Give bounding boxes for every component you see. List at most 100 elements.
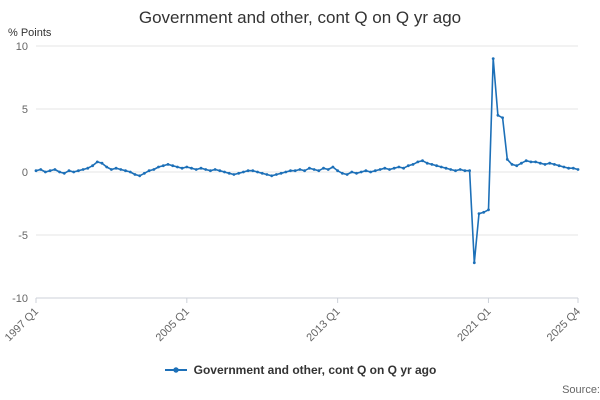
data-point-marker	[147, 169, 151, 173]
data-point-marker	[340, 171, 344, 175]
data-point-marker	[128, 170, 132, 174]
data-point-marker	[534, 160, 537, 164]
data-point-marker	[416, 160, 420, 164]
data-point-marker	[58, 170, 61, 174]
data-point-marker	[105, 165, 109, 169]
data-point-marker	[557, 164, 561, 168]
data-point-marker	[95, 160, 99, 164]
data-point-marker	[289, 169, 292, 173]
data-point-marker	[538, 161, 542, 165]
data-point-marker	[444, 166, 448, 170]
data-point-marker	[388, 168, 391, 171]
data-point-marker	[571, 166, 575, 170]
data-point-marker	[256, 170, 259, 174]
data-point-marker	[279, 171, 283, 175]
data-point-marker	[265, 173, 269, 176]
legend-label: Government and other, cont Q on Q yr ago	[193, 363, 437, 377]
data-point-marker	[39, 168, 43, 171]
data-point-marker	[449, 168, 453, 171]
data-point-marker	[373, 169, 377, 173]
data-point-marker	[218, 169, 222, 173]
data-point-marker	[312, 168, 316, 171]
data-point-marker	[275, 173, 278, 176]
data-point-marker	[397, 165, 401, 169]
data-point-marker	[548, 161, 552, 165]
series-line	[35, 57, 579, 264]
data-point-marker	[34, 169, 38, 173]
data-point-marker	[67, 169, 71, 173]
data-point-marker	[468, 169, 471, 173]
data-point-marker	[454, 169, 457, 173]
data-point-marker	[161, 164, 165, 168]
data-point-marker	[251, 169, 255, 173]
data-point-marker	[270, 174, 274, 178]
data-point-marker	[421, 159, 424, 163]
data-point-marker	[185, 165, 189, 169]
data-point-marker	[435, 164, 438, 168]
data-point-marker	[100, 161, 104, 165]
x-tick-label: 2005 Q1	[154, 306, 192, 344]
data-point-marker	[119, 168, 123, 171]
data-point-marker	[520, 161, 523, 165]
data-point-marker	[402, 166, 405, 170]
y-tick-label: 5	[22, 104, 28, 116]
data-point-marker	[180, 166, 184, 170]
data-point-marker	[199, 166, 203, 170]
data-point-marker	[510, 163, 514, 166]
data-point-marker	[487, 208, 490, 212]
data-point-marker	[242, 170, 245, 174]
data-point-marker	[237, 171, 241, 175]
data-point-marker	[91, 164, 94, 168]
data-point-marker	[463, 169, 467, 173]
data-point-marker	[213, 168, 217, 171]
data-point-marker	[72, 170, 76, 174]
source-label: Source:	[562, 384, 600, 396]
data-point-marker	[350, 170, 354, 174]
data-point-marker	[176, 165, 179, 169]
data-point-marker	[298, 168, 302, 171]
data-point-marker	[392, 166, 396, 170]
data-point-marker	[553, 163, 556, 166]
data-point-marker	[166, 163, 170, 166]
data-point-marker	[430, 163, 434, 166]
y-tick-label: 0	[22, 167, 28, 179]
data-point-marker	[303, 169, 306, 173]
data-point-marker	[62, 171, 66, 175]
data-point-marker	[284, 170, 288, 174]
y-tick-label: -5	[18, 230, 28, 242]
data-point-marker	[209, 169, 212, 173]
data-point-marker	[124, 169, 127, 173]
data-point-marker	[472, 261, 476, 265]
data-point-marker	[204, 168, 208, 171]
data-point-marker	[227, 171, 231, 175]
data-point-marker	[138, 174, 142, 178]
data-point-marker	[81, 168, 85, 171]
data-point-marker	[157, 165, 160, 169]
data-point-marker	[482, 210, 486, 214]
y-axis-unit-label: % Points	[8, 27, 52, 39]
data-point-marker	[515, 164, 519, 168]
data-point-marker	[331, 165, 335, 169]
data-point-marker	[359, 170, 363, 174]
data-point-marker	[383, 166, 387, 170]
data-point-marker	[562, 165, 566, 169]
x-tick-label: 2025 Q4	[545, 306, 583, 344]
x-tick-label: 2021 Q1	[455, 306, 493, 344]
data-point-marker	[53, 168, 57, 171]
data-point-marker	[190, 166, 193, 170]
data-point-marker	[378, 168, 382, 171]
data-point-marker	[322, 166, 325, 170]
data-point-marker	[293, 169, 297, 173]
data-point-marker	[477, 212, 481, 216]
data-point-marker	[246, 169, 250, 173]
x-tick-label: 1997 Q1	[3, 306, 41, 344]
data-point-marker	[77, 169, 80, 173]
data-point-marker	[369, 170, 372, 174]
data-point-marker	[133, 173, 137, 176]
chart-title: Government and other, cont Q on Q yr ago	[138, 8, 462, 27]
data-point-marker	[529, 160, 533, 164]
data-point-marker	[326, 168, 330, 171]
data-point-marker	[110, 168, 113, 171]
legend-item[interactable]: Government and other, cont Q on Q yr ago	[0, 363, 600, 377]
